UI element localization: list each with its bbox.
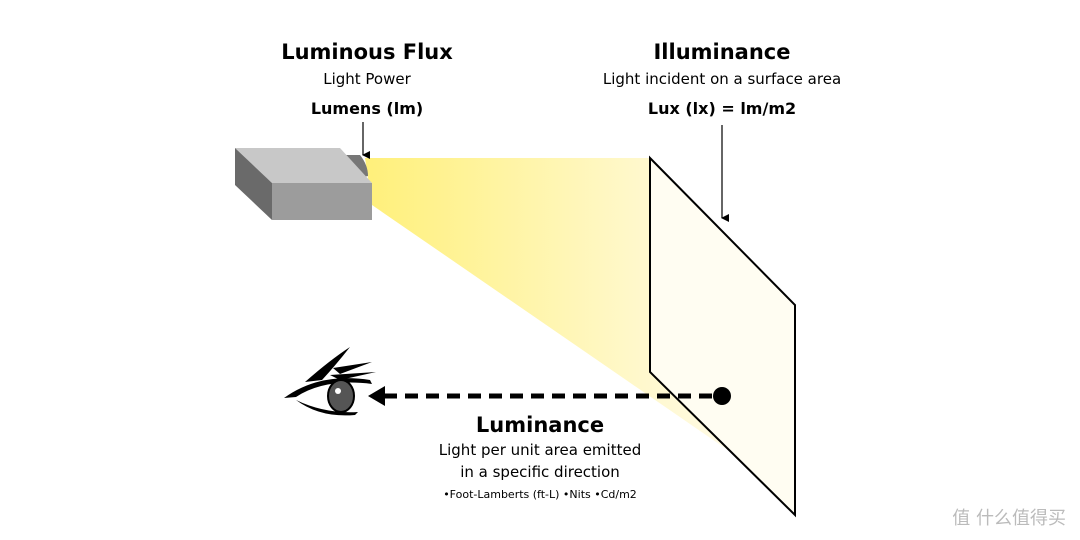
illuminance-subtitle: Light incident on a surface area	[602, 70, 842, 88]
flux-unit: Lumens (lm)	[310, 99, 424, 118]
luminance-units: •Foot-Lamberts (ft-L) •Nits •Cd/m2	[443, 488, 637, 501]
arrowhead	[368, 386, 385, 406]
illuminance-unit: Lux (lx) = lm/m2	[647, 99, 797, 118]
eye-icon	[284, 347, 376, 416]
luminance-title: Luminance	[475, 413, 605, 437]
luminance-line1: Light per unit area emitted	[438, 441, 642, 459]
projector	[235, 148, 372, 220]
luminance-line2: in a specific direction	[460, 463, 620, 481]
light-beam	[365, 158, 735, 455]
flux-title: Luminous Flux	[281, 40, 453, 64]
watermark: 值 什么值得买	[952, 508, 1066, 529]
illuminance-title: Illuminance	[653, 40, 791, 64]
surface-panel	[649, 155, 796, 518]
flux-subtitle: Light Power	[323, 70, 411, 88]
emission-point	[713, 387, 731, 405]
